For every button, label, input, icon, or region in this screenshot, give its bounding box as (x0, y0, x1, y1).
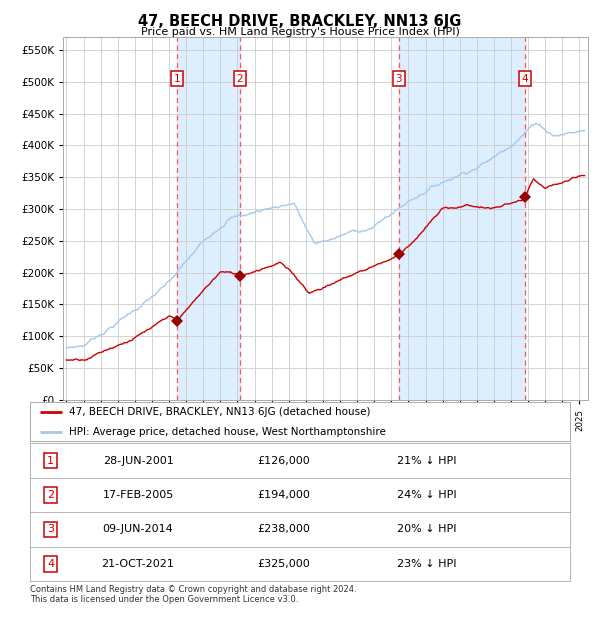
Text: 2: 2 (236, 74, 243, 84)
Text: 47, BEECH DRIVE, BRACKLEY, NN13 6JG (detached house): 47, BEECH DRIVE, BRACKLEY, NN13 6JG (det… (69, 407, 370, 417)
Text: 4: 4 (47, 559, 54, 569)
Bar (399, 37, 525, 400)
Text: 20% ↓ HPI: 20% ↓ HPI (397, 525, 457, 534)
Text: This data is licensed under the Open Government Licence v3.0.: This data is licensed under the Open Gov… (30, 595, 298, 604)
Bar (178, 37, 239, 400)
Text: £194,000: £194,000 (257, 490, 310, 500)
Text: 2: 2 (47, 490, 54, 500)
Text: Contains HM Land Registry data © Crown copyright and database right 2024.: Contains HM Land Registry data © Crown c… (30, 585, 356, 594)
Text: £238,000: £238,000 (257, 525, 310, 534)
Text: Price paid vs. HM Land Registry's House Price Index (HPI): Price paid vs. HM Land Registry's House … (140, 27, 460, 37)
Text: 3: 3 (395, 74, 402, 84)
Text: 47, BEECH DRIVE, BRACKLEY, NN13 6JG: 47, BEECH DRIVE, BRACKLEY, NN13 6JG (139, 14, 461, 29)
Text: 3: 3 (47, 525, 54, 534)
Text: 1: 1 (47, 456, 54, 466)
Text: 21% ↓ HPI: 21% ↓ HPI (397, 456, 457, 466)
Text: £126,000: £126,000 (257, 456, 310, 466)
Text: 17-FEB-2005: 17-FEB-2005 (103, 490, 173, 500)
Text: £325,000: £325,000 (257, 559, 310, 569)
Text: 09-JUN-2014: 09-JUN-2014 (103, 525, 173, 534)
Text: 24% ↓ HPI: 24% ↓ HPI (397, 490, 457, 500)
Text: 4: 4 (521, 74, 528, 84)
Text: 28-JUN-2001: 28-JUN-2001 (103, 456, 173, 466)
Text: 23% ↓ HPI: 23% ↓ HPI (397, 559, 457, 569)
Text: HPI: Average price, detached house, West Northamptonshire: HPI: Average price, detached house, West… (69, 427, 386, 436)
Text: 21-OCT-2021: 21-OCT-2021 (101, 559, 175, 569)
Text: 1: 1 (174, 74, 181, 84)
